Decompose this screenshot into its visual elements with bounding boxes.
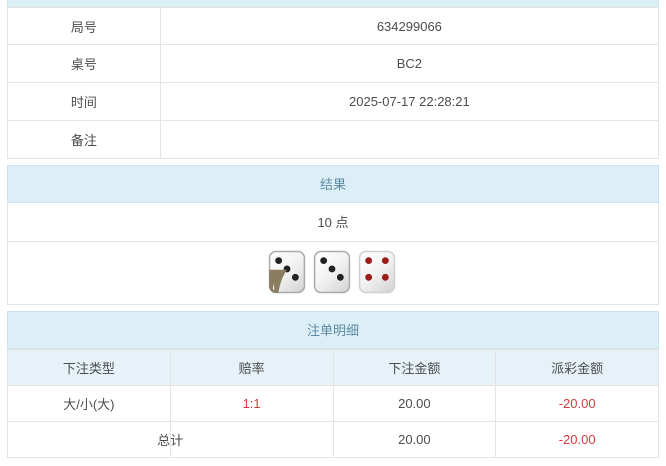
svg-text:i: i (273, 282, 275, 291)
